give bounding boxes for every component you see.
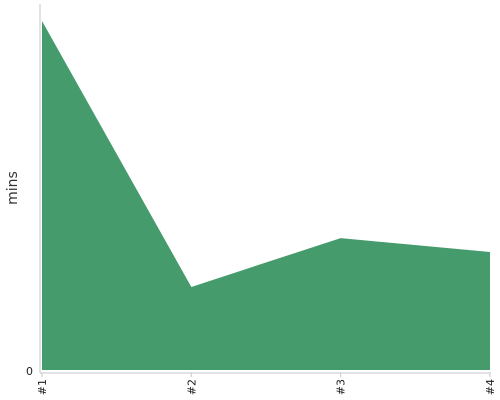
x-tick-label: #3 xyxy=(335,379,348,395)
x-tick-label: #2 xyxy=(185,379,198,395)
plot-area xyxy=(42,21,490,370)
x-tick-label: #1 xyxy=(36,379,49,395)
area-series xyxy=(42,21,490,370)
y-axis-label: mins xyxy=(5,171,21,205)
x-axis-ticks: #1 #2 #3 #4 xyxy=(36,373,497,395)
x-tick-label: #4 xyxy=(484,379,497,395)
y-axis-ticks: 0 xyxy=(26,365,33,378)
y-tick-label: 0 xyxy=(26,365,33,378)
